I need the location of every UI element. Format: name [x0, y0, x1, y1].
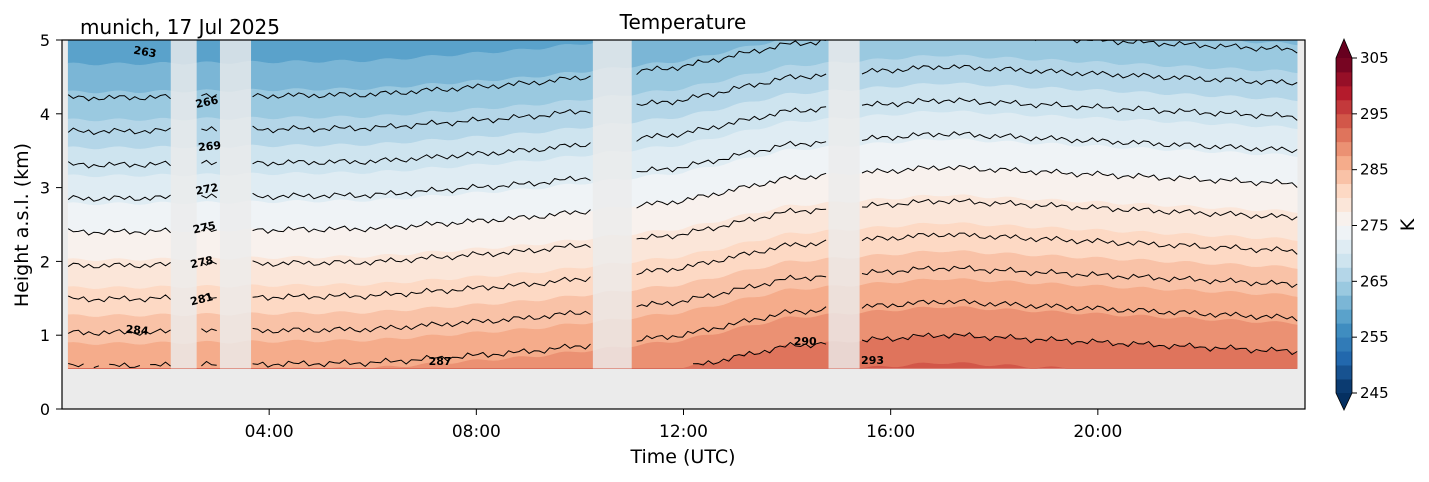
contour-label-290: 290 — [794, 335, 817, 348]
colorbar-tick-label: 265 — [1360, 272, 1389, 290]
colorbar-swatch — [1336, 365, 1352, 379]
colorbar-swatch — [1336, 309, 1352, 323]
y-tick-label: 4 — [40, 105, 50, 124]
colorbar-swatch — [1336, 281, 1352, 295]
x-tick-label: 08:00 — [452, 422, 501, 442]
colorbar-swatch — [1336, 184, 1352, 198]
x-tick-label: 16:00 — [866, 422, 915, 442]
colorbar-swatch — [1336, 379, 1352, 393]
colorbar-swatch — [1336, 267, 1352, 281]
colorbar-label: K — [1397, 218, 1419, 231]
location-date-label: munich, 17 Jul 2025 — [80, 15, 280, 39]
colorbar-tick-label: 285 — [1360, 161, 1389, 179]
colorbar-swatch — [1336, 226, 1352, 240]
contour-label-284: 284 — [125, 323, 149, 338]
colorbar-swatch — [1336, 114, 1352, 128]
y-tick-label: 5 — [40, 31, 50, 50]
y-tick-label: 2 — [40, 252, 50, 271]
colorbar-tick-label: 305 — [1360, 49, 1389, 67]
y-axis: 0 1 2 3 4 5 — [40, 31, 62, 419]
colorbar-swatch — [1336, 239, 1352, 253]
colorbar-swatch — [1336, 212, 1352, 226]
colorbar-tick-label: 275 — [1360, 217, 1389, 235]
y-tick-label: 0 — [40, 400, 50, 419]
colorbar-tick-label: 255 — [1360, 328, 1389, 346]
colorbar-tick-label: 245 — [1360, 384, 1389, 402]
no-data-gap — [171, 40, 197, 368]
colorbar-swatch — [1336, 156, 1352, 170]
colorbar-swatch — [1336, 100, 1352, 114]
y-axis-title: Height a.s.l. (km) — [11, 143, 33, 307]
colorbar-swatch — [1336, 323, 1352, 337]
colorbar-swatch — [1336, 253, 1352, 267]
colorbar-swatch — [1336, 86, 1352, 100]
colorbar-swatch — [1336, 170, 1352, 184]
y-tick-label: 3 — [40, 179, 50, 198]
colorbar-swatch — [1336, 58, 1352, 72]
colorbar-extend-min — [1336, 393, 1352, 410]
colorbar-swatch — [1336, 295, 1352, 309]
contour-label-269: 269 — [197, 139, 221, 154]
x-axis: 04:00 08:00 12:00 16:00 20:00 — [245, 409, 1123, 442]
contour-label-287: 287 — [429, 355, 452, 368]
contour-line-263 — [882, 37, 887, 38]
no-data-gap — [220, 40, 251, 368]
contour-line-263 — [862, 38, 872, 39]
colorbar-tick-label: 295 — [1360, 105, 1389, 123]
x-tick-label: 20:00 — [1073, 422, 1122, 442]
x-tick-label: 12:00 — [659, 422, 708, 442]
colorbar-swatch — [1336, 337, 1352, 351]
no-data-gap — [593, 40, 632, 368]
colorbar-swatch — [1336, 351, 1352, 365]
chart-title: Temperature — [619, 10, 747, 34]
colorbar: 245 255 265 275 285 295 305 — [1336, 39, 1389, 410]
colorbar-swatch — [1336, 72, 1352, 86]
contour-label-293: 293 — [861, 354, 884, 367]
x-tick-label: 04:00 — [245, 422, 294, 442]
colorbar-swatch — [1336, 142, 1352, 156]
colorbar-extend-max — [1336, 39, 1352, 58]
colorbar-swatch — [1336, 128, 1352, 142]
x-axis-title: Time (UTC) — [629, 446, 735, 468]
y-tick-label: 1 — [40, 326, 50, 345]
no-data-gap — [829, 40, 860, 368]
colorbar-swatch — [1336, 198, 1352, 212]
